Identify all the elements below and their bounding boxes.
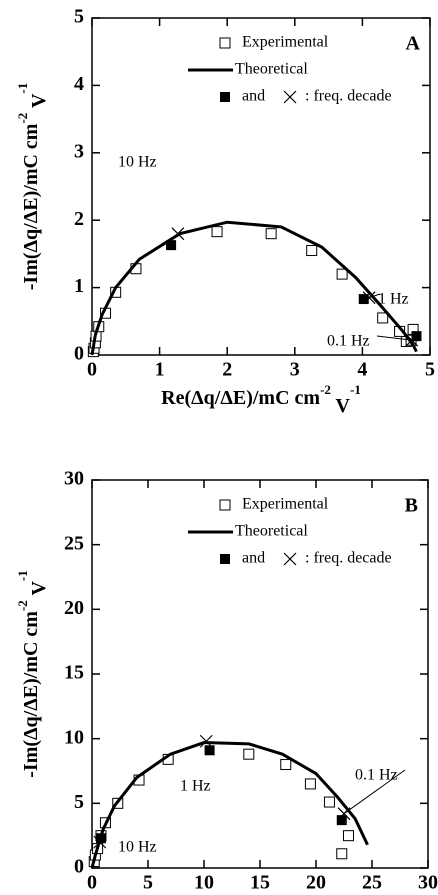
- x-tick-label: 1: [155, 359, 165, 381]
- x-axis-label: Re(Δq/ΔE)/mC cm-2 V-1: [161, 382, 361, 417]
- x-tick-label: 3: [290, 359, 300, 381]
- x-tick-label: 5: [143, 872, 153, 894]
- x-tick-label: 10: [194, 872, 214, 894]
- legend-note: and: [242, 88, 265, 105]
- annotation: 0.1 Hz: [355, 767, 398, 784]
- y-tick-label: 10: [64, 726, 84, 748]
- legend-marker: [219, 499, 231, 511]
- axis-label-part: V: [331, 395, 351, 417]
- annotation: 10 Hz: [118, 154, 157, 171]
- axis-label-part: -1: [15, 570, 30, 581]
- axis-label-part: -1: [15, 83, 30, 94]
- x-tick-label: 0: [87, 872, 97, 894]
- data-point: [336, 815, 347, 826]
- x-tick-label: 15: [250, 872, 270, 894]
- legend-label: Experimental: [242, 496, 329, 513]
- annotation: 1 Hz: [378, 291, 409, 308]
- axis-label-part: -2: [15, 600, 30, 611]
- data-point: [323, 796, 335, 808]
- annotation: 10 Hz: [118, 839, 157, 856]
- data-point: [304, 778, 316, 790]
- panel-label: A: [406, 33, 421, 55]
- x-tick-label: 4: [357, 359, 367, 381]
- data-point: [265, 228, 277, 240]
- y-axis-label: -Im(Δq/ΔE)/mC cm-2 V-1: [15, 83, 50, 291]
- axis-label-part: -2: [320, 382, 331, 397]
- y-tick-label: 30: [64, 468, 84, 490]
- data-point: [211, 226, 223, 238]
- legend-label: Experimental: [242, 34, 329, 51]
- legend-note: : freq. decade: [305, 88, 392, 105]
- x-tick-label: 2: [222, 359, 232, 381]
- y-tick-label: 25: [64, 532, 84, 554]
- y-tick-label: 1: [74, 275, 84, 297]
- legend-label: Theoretical: [235, 61, 308, 78]
- legend-marker: [283, 90, 297, 104]
- data-point: [243, 748, 255, 760]
- axis-label-part: V: [28, 93, 50, 113]
- x-tick-label: 20: [306, 872, 326, 894]
- legend-label: Theoretical: [235, 523, 308, 540]
- annotation: 0.1 Hz: [327, 333, 370, 350]
- y-tick-label: 0: [74, 856, 84, 878]
- data-point: [336, 848, 348, 860]
- y-tick-label: 5: [74, 6, 84, 28]
- axis-label-part: -2: [15, 113, 30, 124]
- data-point: [336, 268, 348, 280]
- x-tick-label: 25: [362, 872, 382, 894]
- legend-marker: [219, 37, 231, 49]
- legend-marker: [283, 552, 297, 566]
- x-tick-label: 30: [418, 872, 438, 894]
- y-tick-label: 15: [64, 662, 84, 684]
- theory-line: [90, 741, 369, 869]
- axis-label-part: -Im(Δq/ΔE)/mC cm: [20, 123, 42, 290]
- y-tick-label: 4: [74, 73, 84, 95]
- annotation-leader: [376, 335, 412, 341]
- legend-marker: [220, 554, 230, 564]
- y-tick-label: 20: [64, 597, 84, 619]
- axis-label-part: V: [28, 581, 50, 601]
- data-point: [342, 830, 354, 842]
- legend-note: : freq. decade: [305, 550, 392, 567]
- y-axis-label: -Im(Δq/ΔE)/mC cm-2 V-1: [15, 570, 50, 778]
- y-tick-label: 0: [74, 343, 84, 365]
- axis-label-part: Re(Δq/ΔE)/mC cm: [161, 387, 320, 409]
- panel-label: B: [405, 495, 418, 517]
- plot-frame: [91, 17, 431, 356]
- x-tick-label: 0: [87, 359, 97, 381]
- y-tick-label: 5: [74, 791, 84, 813]
- legend-note: and: [242, 550, 265, 567]
- axis-label-part: -1: [350, 382, 361, 397]
- data-point: [306, 245, 318, 257]
- data-point: [377, 312, 389, 324]
- annotation: 1 Hz: [180, 778, 211, 795]
- y-tick-label: 3: [74, 140, 84, 162]
- data-point: [171, 227, 185, 241]
- annotation-leader: [343, 769, 406, 815]
- data-point: [358, 294, 369, 305]
- data-point: [204, 745, 215, 756]
- theory-line: [90, 220, 418, 356]
- annotation-leader: [368, 293, 381, 299]
- x-tick-label: 5: [425, 359, 435, 381]
- data-point: [199, 734, 213, 748]
- data-point: [166, 240, 177, 251]
- data-point: [280, 759, 292, 771]
- legend-marker: [220, 92, 230, 102]
- axis-label-part: -Im(Δq/ΔE)/mC cm: [20, 611, 42, 778]
- data-point: [93, 835, 107, 849]
- data-point: [95, 833, 106, 844]
- y-tick-label: 2: [74, 208, 84, 230]
